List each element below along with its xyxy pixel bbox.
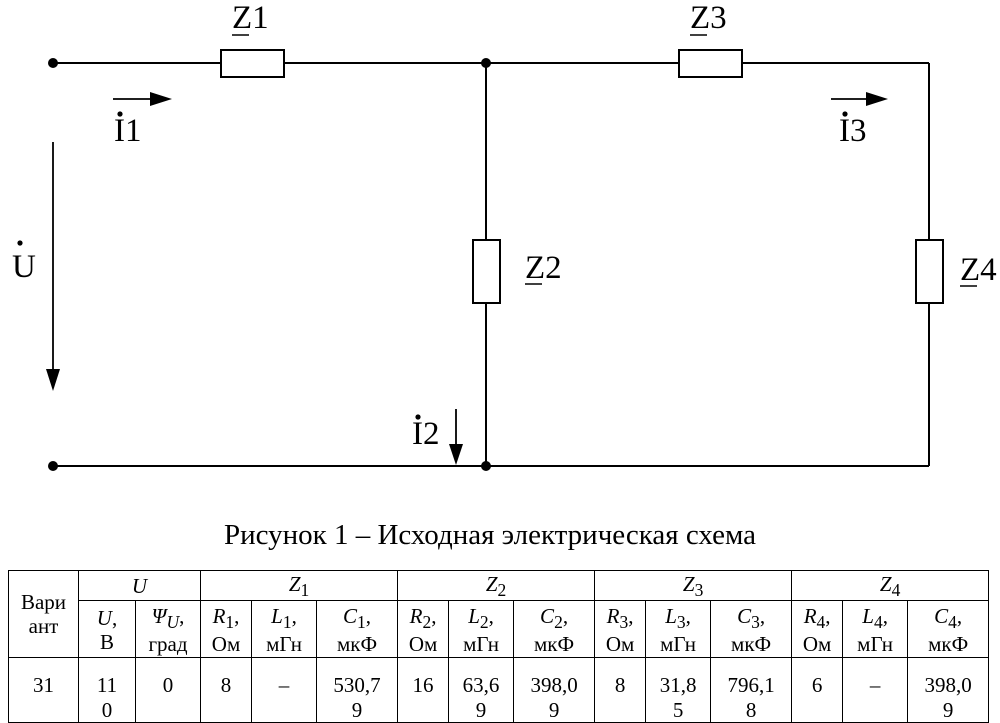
svg-text:U: U	[12, 249, 36, 285]
svg-text:Z3: Z3	[690, 0, 727, 36]
svg-text:I2: I2	[412, 416, 440, 452]
svg-text:Z4: Z4	[960, 252, 997, 288]
svg-text:Z2: Z2	[525, 250, 562, 286]
svg-text:Z1: Z1	[232, 0, 269, 36]
svg-text:I1: I1	[114, 113, 142, 149]
svg-text:I3: I3	[839, 113, 867, 149]
